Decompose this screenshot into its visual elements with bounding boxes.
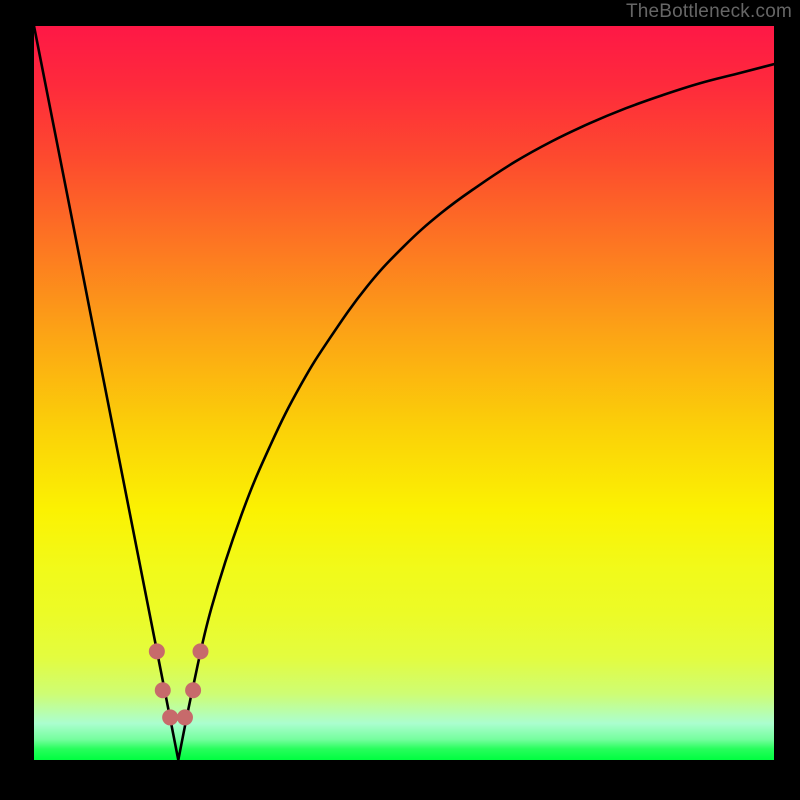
gradient-background bbox=[34, 26, 774, 760]
plot-area bbox=[34, 26, 774, 760]
trough-marker-dot bbox=[185, 682, 201, 698]
trough-marker-dot bbox=[155, 682, 171, 698]
trough-marker-dot bbox=[162, 709, 178, 725]
trough-marker-dot bbox=[149, 643, 165, 659]
trough-marker-dot bbox=[193, 643, 209, 659]
trough-marker-dot bbox=[177, 709, 193, 725]
figure-canvas: TheBottleneck.com bbox=[0, 0, 800, 800]
bottleneck-curve-chart bbox=[34, 26, 774, 760]
watermark-text: TheBottleneck.com bbox=[626, 1, 792, 23]
